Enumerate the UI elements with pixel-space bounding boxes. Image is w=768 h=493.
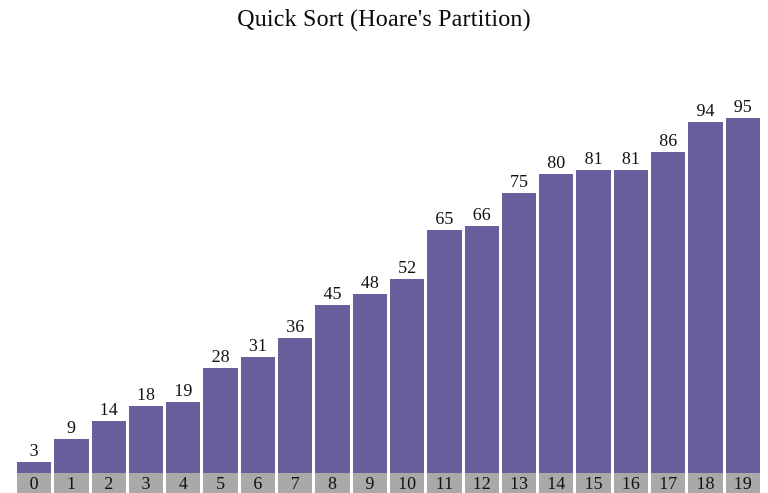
bar [539,174,574,473]
bar-column: 36 7 [278,316,313,493]
bar-column: 80 14 [539,152,574,493]
bar-value-label: 65 [435,208,454,228]
bar [427,230,462,473]
bar-column: 48 9 [352,272,387,493]
bar-index-label: 17 [651,473,686,493]
bar-column: 95 19 [725,96,760,493]
bar [651,152,686,473]
bar-index-label: 15 [576,473,611,493]
bar-value-label: 81 [621,148,640,168]
bar [17,462,52,473]
bar-index-label: 5 [203,473,238,493]
bar-index-label: 4 [166,473,201,493]
bar-value-label: 86 [659,130,678,150]
bar-value-label: 18 [137,384,156,404]
bar [725,118,760,473]
chart-title: Quick Sort (Hoare's Partition) [237,6,531,32]
bar-value-label: 94 [696,100,715,120]
bar-column: 86 17 [651,130,686,493]
bar [278,338,313,473]
bar-value-label: 36 [286,316,305,336]
bar-chart: 3 0 9 1 14 2 18 3 19 4 28 5 31 6 36 7 45 8 48 9 52 10 65 11 66 12… [17,96,760,493]
bar-column: 52 10 [389,257,425,493]
bar-index-label: 8 [315,473,350,493]
bar-value-label: 28 [211,346,230,366]
bar-index-label: 3 [128,473,164,493]
bar-column: 18 3 [128,384,164,493]
bar-column: 45 8 [315,283,350,493]
bar-column: 31 6 [240,335,276,493]
bar-column: 19 4 [166,380,201,493]
bar-column: 28 5 [203,346,238,493]
bar-value-label: 14 [99,399,118,419]
bar [688,122,723,473]
bar-index-label: 6 [240,473,276,493]
bar-value-label: 81 [584,148,603,168]
bar-column: 81 16 [613,148,649,493]
bar-index-label: 0 [17,473,52,493]
bar-column: 66 12 [464,204,499,493]
bar-value-label: 19 [174,380,193,400]
bar [389,279,425,473]
bar-index-label: 7 [278,473,313,493]
bar-index-label: 14 [539,473,574,493]
bar-index-label: 2 [91,473,126,493]
bar-index-label: 1 [54,473,89,493]
bar-index-label: 16 [613,473,649,493]
bar [501,193,537,473]
bar [352,294,387,473]
bar-value-label: 9 [66,417,76,437]
bar [54,439,89,473]
bar [464,226,499,473]
bar [315,305,350,473]
bar-value-label: 95 [733,96,752,116]
bar-value-label: 45 [323,283,342,303]
bar [576,170,611,473]
bar-value-label: 52 [398,257,417,277]
bar-column: 14 2 [91,399,126,493]
bar-value-label: 48 [360,272,379,292]
bar-index-label: 13 [501,473,537,493]
bar [166,402,201,473]
bar-value-label: 80 [547,152,566,172]
bar-column: 94 18 [688,100,723,493]
bar-column: 81 15 [576,148,611,493]
bar-index-label: 18 [688,473,723,493]
bar-column: 65 11 [427,208,462,493]
bar-value-label: 66 [472,204,491,224]
bar [128,406,164,473]
bar [203,368,238,473]
bar [240,357,276,473]
bar-value-label: 3 [29,440,39,460]
bar-index-label: 12 [464,473,499,493]
bar-value-label: 75 [510,171,528,191]
bar-index-label: 10 [389,473,425,493]
bar [91,421,126,473]
bar-index-label: 9 [352,473,387,493]
bar-index-label: 11 [427,473,462,493]
bar-column: 75 13 [501,171,537,493]
bar-index-label: 19 [725,473,760,493]
bar [613,170,649,473]
bar-value-label: 31 [248,335,267,355]
